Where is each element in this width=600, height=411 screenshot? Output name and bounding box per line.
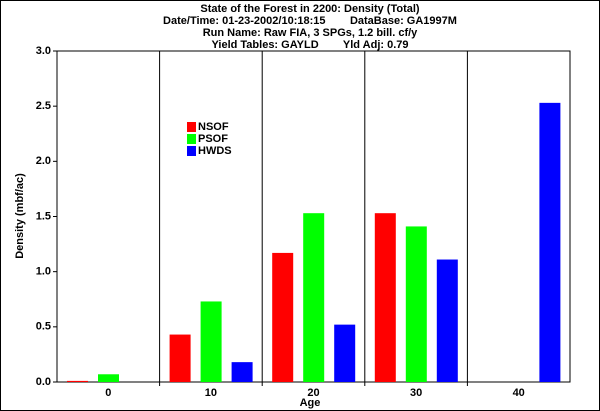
chart-subtitle: Date/Time: 01-23-2002/10:18:15 DataBase:… (163, 15, 457, 27)
x-tick-label: 10 (205, 387, 217, 399)
legend-label: NSOF (198, 121, 229, 133)
bar (405, 226, 427, 382)
y-tick-label: 2.5 (36, 100, 51, 112)
bar (303, 213, 325, 382)
y-tick-label: 3.0 (36, 45, 51, 57)
chart-title: State of the Forest in 2200: Density (To… (200, 3, 420, 15)
bar (539, 102, 561, 383)
y-tick-label: 1.5 (36, 210, 51, 222)
bar (334, 324, 356, 382)
bar (436, 259, 458, 382)
bar (231, 362, 253, 382)
y-axis-label: Density (mbf/ac) (14, 173, 26, 259)
x-tick-label: 30 (410, 387, 422, 399)
chart-subtitle: Yield Tables: GAYLD Yld Adj: 0.79 (211, 39, 408, 51)
chart-subtitle: Run Name: Raw FIA, 3 SPGs, 1.2 bill. cf/… (203, 27, 418, 39)
x-tick-label: 20 (307, 387, 319, 399)
x-axis-label: Age (300, 397, 321, 409)
bar (67, 380, 88, 382)
legend-label: HWDS (198, 145, 232, 157)
x-tick-label: 40 (513, 387, 525, 399)
bar (272, 252, 294, 382)
y-tick-label: 0.5 (36, 321, 51, 333)
legend-swatch (187, 122, 196, 132)
x-tick-label: 0 (105, 387, 111, 399)
y-tick-label: 2.0 (36, 155, 51, 167)
legend-label: PSOF (198, 133, 228, 145)
y-tick-label: 0.0 (36, 376, 51, 388)
legend-swatch (187, 134, 196, 144)
bar (374, 213, 396, 382)
legend-swatch (187, 146, 196, 156)
bar (169, 334, 191, 382)
y-tick-label: 1.0 (36, 266, 51, 278)
bar (200, 301, 222, 382)
bar (98, 374, 119, 382)
